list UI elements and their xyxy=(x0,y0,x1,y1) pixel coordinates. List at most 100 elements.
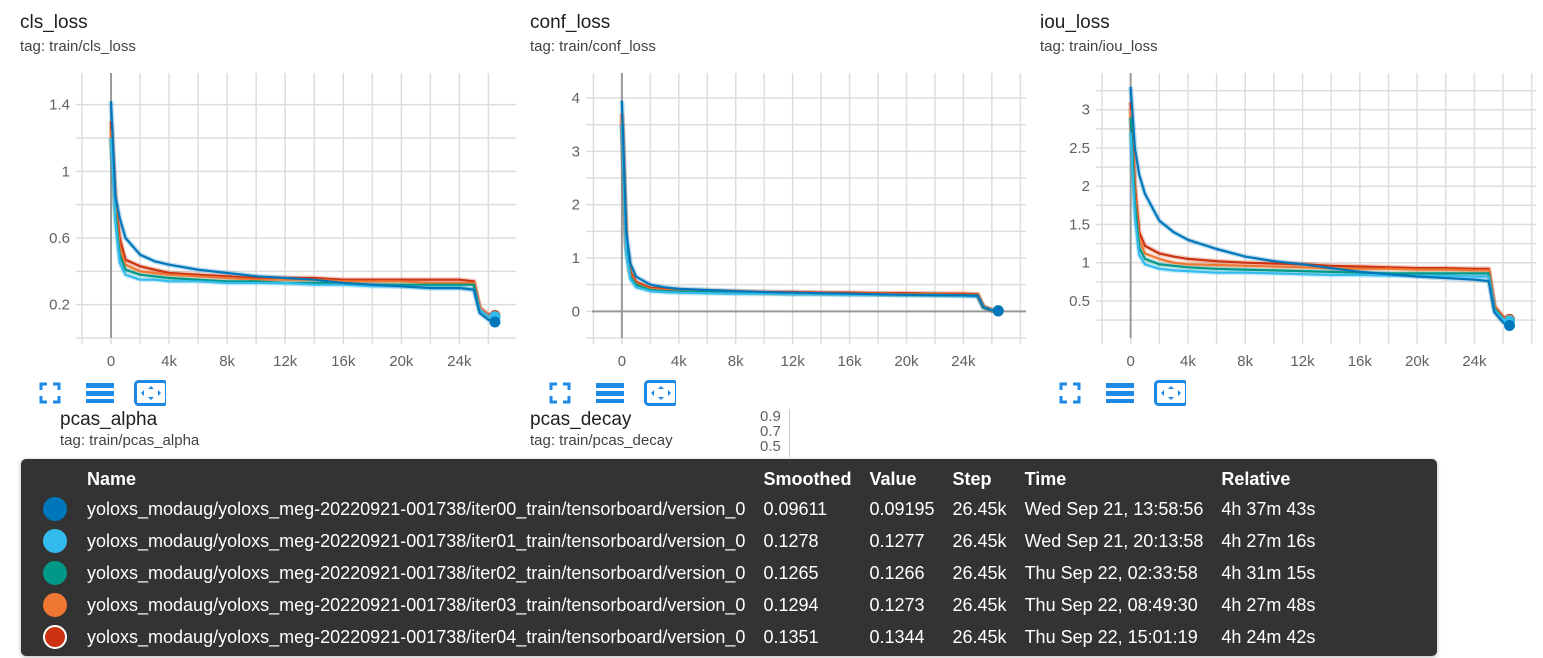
tooltip-table: Name Smoothed Value Step Time Relative y… xyxy=(43,465,1333,653)
x-tick-label: 12k xyxy=(781,353,806,370)
fullscreen-icon xyxy=(39,382,61,404)
cell-name: yoloxs_modaug/yoloxs_meg-20220921-001738… xyxy=(87,594,746,615)
cls-loss-chart[interactable]: 0 4k 8k 12k 16k 20k 24k 0.2 0.6 1 1.4 xyxy=(20,0,530,370)
fit-to-data-icon xyxy=(1154,380,1186,406)
fit-to-data-icon xyxy=(644,380,676,406)
cell-name: yoloxs_modaug/yoloxs_meg-20220921-001738… xyxy=(87,530,746,551)
y-tick-label: 0.5 xyxy=(760,438,781,455)
chart-hover-tooltip: Name Smoothed Value Step Time Relative y… xyxy=(21,459,1437,656)
cell-step: 26.45k xyxy=(952,626,1007,647)
chart-title: iou_loss xyxy=(1040,12,1110,33)
list-icon xyxy=(596,383,624,403)
cell-relative: 4h 37m 43s xyxy=(1221,498,1316,519)
series-line-iter00 xyxy=(109,101,496,324)
x-tick-label: 24k xyxy=(951,353,976,370)
cell-time: Thu Sep 22, 08:49:30 xyxy=(1024,594,1198,615)
x-tick-label: 20k xyxy=(389,353,414,370)
y-tick-label: 0.7 xyxy=(760,423,781,440)
run-color-dot-icon xyxy=(43,529,67,553)
y-tick-label: 0.6 xyxy=(49,230,70,247)
cell-time: Thu Sep 22, 15:01:19 xyxy=(1024,626,1198,647)
x-tick-label: 20k xyxy=(894,353,919,370)
toggle-log-scale-button[interactable] xyxy=(84,380,116,406)
run-color-dot-icon xyxy=(43,625,67,649)
chart-tag: tag: train/cls_loss xyxy=(20,38,136,55)
cell-smoothed: 0.1278 xyxy=(763,530,819,551)
cell-smoothed: 0.1265 xyxy=(763,562,819,583)
chart-card-iou-loss: iou_loss tag: train/iou_loss 0 4k 8k 12k 16k… xyxy=(1040,0,1543,406)
cell-smoothed: 0.1294 xyxy=(763,594,819,615)
y-tick-label: 3 xyxy=(572,143,580,160)
conf-loss-chart[interactable]: 0 4k 8k 12k 16k 20k 24k 0 1 2 3 4 xyxy=(530,0,1040,370)
tooltip-row: yoloxs_modaug/yoloxs_meg-20220921-001738… xyxy=(43,621,1333,653)
fullscreen-button[interactable] xyxy=(1054,380,1086,406)
cell-step: 26.45k xyxy=(952,562,1007,583)
header-name: Name xyxy=(87,468,137,489)
tooltip-row: yoloxs_modaug/yoloxs_meg-20220921-001738… xyxy=(43,525,1333,557)
x-tick-label: 8k xyxy=(728,353,744,370)
y-tick-label: 1 xyxy=(572,250,580,267)
header-step: Step xyxy=(952,468,992,489)
series-line-iter01 xyxy=(1129,132,1510,322)
y-tick-label: 2 xyxy=(572,197,580,214)
x-tick-label: 8k xyxy=(1237,353,1253,370)
x-tick-label: 0 xyxy=(618,353,626,370)
toggle-log-scale-button[interactable] xyxy=(1104,380,1136,406)
cell-relative: 4h 27m 16s xyxy=(1221,530,1316,551)
cell-relative: 4h 27m 48s xyxy=(1221,594,1316,615)
cell-time: Thu Sep 22, 02:33:58 xyxy=(1024,562,1198,583)
y-tick-label: 1 xyxy=(1082,255,1090,272)
x-tick-label: 4k xyxy=(671,353,687,370)
x-tick-label: 16k xyxy=(331,353,356,370)
run-color-dot-icon xyxy=(43,593,67,617)
y-tick-label: 0.2 xyxy=(49,297,70,314)
fit-domain-button[interactable] xyxy=(644,380,676,406)
cell-value: 0.1273 xyxy=(869,594,925,615)
header-smoothed: Smoothed xyxy=(763,468,852,489)
pcas-decay-y-axis: 0.9 0.7 0.5 xyxy=(760,409,790,457)
fullscreen-button[interactable] xyxy=(544,380,576,406)
cell-smoothed: 0.1351 xyxy=(763,626,819,647)
fit-domain-button[interactable] xyxy=(134,380,166,406)
series-line-iter03 xyxy=(1129,109,1510,322)
x-tick-label: 0 xyxy=(1126,353,1134,370)
cell-relative: 4h 31m 15s xyxy=(1221,562,1316,583)
chart-title: conf_loss xyxy=(530,12,611,33)
chart-card-pcas-decay: pcas_decay tag: train/pcas_decay 0.9 0.7… xyxy=(530,409,1030,457)
y-tick-label: 1.4 xyxy=(49,97,70,114)
x-tick-label: 20k xyxy=(1405,353,1430,370)
run-color-cell xyxy=(43,621,87,653)
cell-value: 0.1277 xyxy=(869,530,925,551)
header-value: Value xyxy=(869,468,917,489)
hover-point-iter00 xyxy=(992,305,1004,317)
tooltip-row: yoloxs_modaug/yoloxs_meg-20220921-001738… xyxy=(43,589,1333,621)
x-tick-label: 24k xyxy=(1462,353,1487,370)
y-tick-label: 4 xyxy=(572,90,580,107)
fit-to-data-icon xyxy=(134,380,166,406)
x-tick-label: 12k xyxy=(273,353,298,370)
run-color-dot-icon xyxy=(43,497,67,521)
series-line-iter00 xyxy=(620,100,999,312)
run-color-dot-icon xyxy=(43,561,67,585)
x-tick-label: 16k xyxy=(1348,353,1373,370)
series-line-iter00 xyxy=(1129,86,1510,327)
hover-point-iter00 xyxy=(1504,319,1516,331)
y-tick-label: 0.9 xyxy=(760,408,781,425)
run-color-cell xyxy=(43,525,87,557)
chart-card-cls-loss: cls_loss tag: train/cls_loss 0 4k 8k 12k 16k… xyxy=(20,0,530,406)
toggle-log-scale-button[interactable] xyxy=(594,380,626,406)
x-tick-label: 0 xyxy=(107,353,115,370)
fullscreen-button[interactable] xyxy=(34,380,66,406)
cell-name: yoloxs_modaug/yoloxs_meg-20220921-001738… xyxy=(87,562,746,583)
chart-tag: tag: train/pcas_decay xyxy=(530,432,673,449)
iou-loss-chart[interactable]: 0 4k 8k 12k 16k 20k 24k 0.5 1 1.5 2 2.5 3 xyxy=(1040,0,1543,370)
list-icon xyxy=(86,383,114,403)
hover-point-iter00 xyxy=(489,316,501,328)
run-color-cell xyxy=(43,493,87,525)
grid xyxy=(586,73,1026,344)
cell-value: 0.09195 xyxy=(869,498,935,519)
fit-domain-button[interactable] xyxy=(1154,380,1186,406)
tooltip-row: yoloxs_modaug/yoloxs_meg-20220921-001738… xyxy=(43,493,1333,525)
cell-step: 26.45k xyxy=(952,594,1007,615)
header-relative: Relative xyxy=(1221,468,1291,489)
